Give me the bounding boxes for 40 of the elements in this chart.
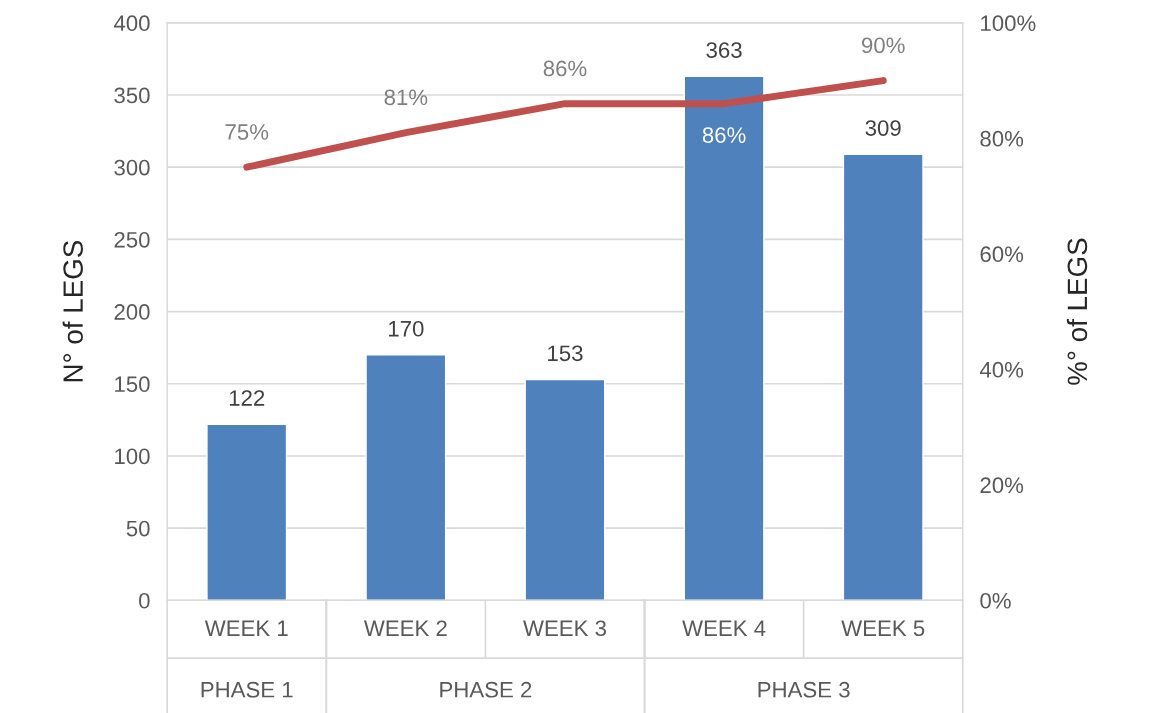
y-tick-label: 0: [139, 592, 150, 609]
text: PHASE 2: [440, 681, 532, 698]
bar: [206, 423, 288, 601]
data-label: 170: [389, 320, 424, 337]
x-tick-label: WEEK 1: [204, 620, 288, 636]
data-label: 363: [706, 42, 742, 58]
y2-tick-label: 40%: [979, 361, 1024, 378]
text: PHASE 1: [201, 681, 293, 698]
data-label: 86%: [702, 127, 746, 143]
data-label: 309: [865, 120, 901, 136]
x-tick-label: WEEK 2: [363, 620, 447, 636]
y2-tick-label: 100%: [981, 15, 1036, 32]
bar: [365, 354, 447, 601]
y-tick-label: 350: [114, 87, 150, 104]
data-label: 81%: [384, 89, 428, 106]
bar: [524, 378, 606, 601]
y-tick-label: 400: [113, 15, 150, 32]
y-tick-label: 100: [115, 448, 150, 465]
bar: [683, 75, 765, 601]
data-label: 122: [229, 390, 265, 406]
data-label: 75%: [225, 124, 269, 140]
bar: [842, 153, 924, 601]
y2-tick-label: 20%: [980, 477, 1024, 494]
y-tick-label: 50: [126, 520, 150, 537]
y2-tick-label: 60%: [980, 246, 1024, 263]
data-label: 90%: [862, 37, 905, 54]
y2-tick-label: 80%: [980, 130, 1024, 147]
data-label: 153: [548, 345, 583, 362]
y-tick-label: 300: [114, 159, 150, 176]
x-tick-label: WEEK 5: [841, 620, 925, 637]
x-tick-label: WEEK 4: [682, 620, 766, 636]
x-tick-label: WEEK 3: [523, 620, 606, 637]
y2-axis-title: %° of LEGS: [1066, 238, 1088, 385]
data-label: 86%: [543, 60, 587, 77]
y2-tick-label: 0%: [980, 592, 1011, 609]
y-tick-label: 250: [114, 231, 150, 248]
text: PHASE 3: [758, 681, 850, 698]
y-tick-label: 150: [115, 376, 150, 393]
y-axis-title: N° of LEGS: [62, 240, 83, 382]
y-tick-label: 200: [114, 304, 150, 320]
